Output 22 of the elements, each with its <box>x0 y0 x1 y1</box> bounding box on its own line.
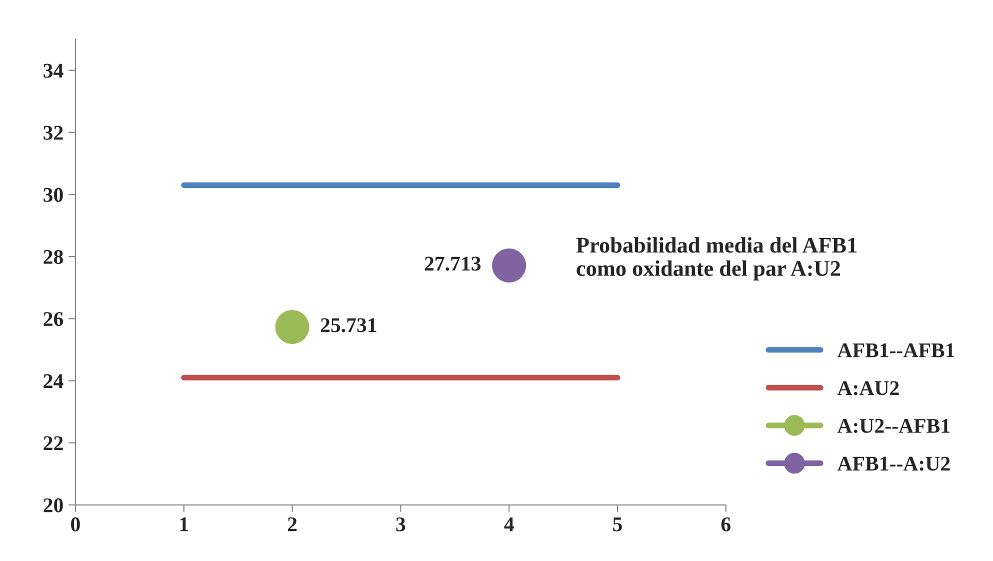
y-tick-label: 22 <box>44 436 63 450</box>
legend-label: AFB1--AFB1 <box>837 343 954 358</box>
legend-label: A:U2--AFB1 <box>837 418 950 434</box>
y-tick-label: 34 <box>44 64 64 78</box>
y-tick-label: 32 <box>44 126 63 140</box>
x-tick-label: 6 <box>721 517 730 532</box>
x-tick-label: 2 <box>288 517 297 532</box>
legend-label: AFB1--A:U2 <box>837 456 950 471</box>
legend-label: A:AU2 <box>837 381 899 396</box>
x-tick-label: 1 <box>180 517 188 532</box>
x-tick-label: 0 <box>71 517 80 532</box>
text: Probabilidad media del AFB1 como oxidante del par A:U2 <box>576 237 857 280</box>
y-tick-label: 28 <box>44 250 63 264</box>
data-label: 27.713 <box>424 256 481 271</box>
x-tick-label: 4 <box>504 517 514 532</box>
x-tick-label: 5 <box>613 518 622 532</box>
data-label: 25.731 <box>320 318 376 332</box>
x-tick-label: 3 <box>396 517 406 532</box>
y-tick-label: 26 <box>44 312 64 326</box>
y-tick-label: 24 <box>44 374 64 388</box>
y-tick-label: 20 <box>44 498 63 512</box>
y-tick-label: 30 <box>44 188 63 202</box>
